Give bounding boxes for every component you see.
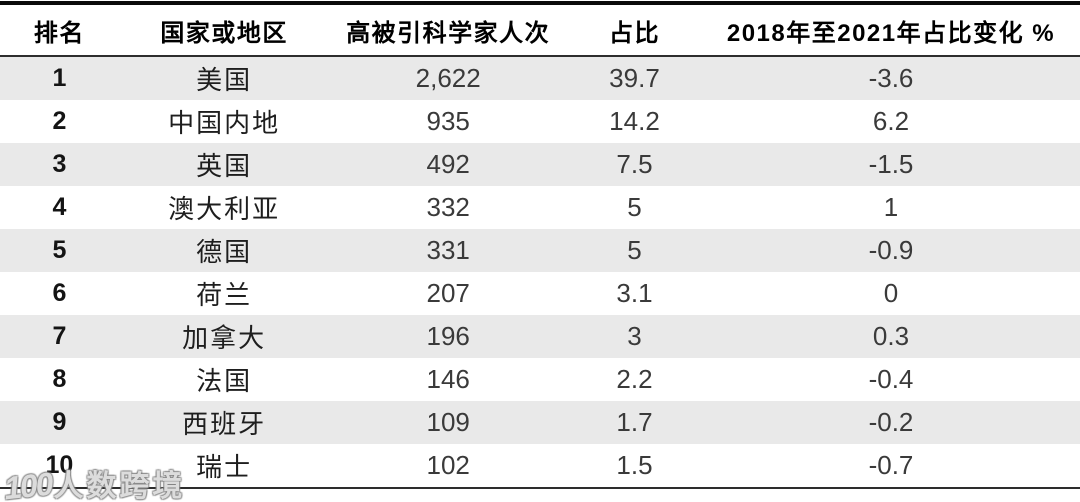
cell-rank: 6 [52,279,67,307]
cell-share: 14.2 [609,106,660,136]
cell-country: 德国 [196,237,253,267]
table-header: 排名 国家或地区 高被引科学家人次 占比 2018年至2021年占比变化 % [0,3,1080,57]
cell-share: 7.5 [616,149,653,179]
cell-count: 492 [426,149,470,179]
table-row: 6 荷兰 207 3.1 0 [0,272,1080,315]
cell-share: 5 [627,235,642,265]
cell-rank: 1 [52,64,67,92]
column-header-country: 国家或地区 [118,3,330,57]
cell-change: -0.7 [868,450,914,480]
table-row: 5 德国 331 5 -0.9 [0,229,1080,272]
cell-change: -3.6 [868,63,914,93]
table-row: 3 英国 492 7.5 -1.5 [0,143,1080,186]
cell-count: 332 [426,192,470,222]
cell-country: 美国 [196,65,253,95]
table-wrap: 排名 国家或地区 高被引科学家人次 占比 2018年至2021年占比变化 % 1… [0,1,1080,489]
cell-country: 中国内地 [168,108,281,138]
column-header-count: 高被引科学家人次 [329,3,567,57]
cell-rank: 3 [52,150,67,178]
cell-count: 109 [426,407,470,437]
cell-country: 西班牙 [182,409,267,439]
cell-count: 331 [426,235,470,265]
ranking-table: 排名 国家或地区 高被引科学家人次 占比 2018年至2021年占比变化 % 1… [0,1,1080,489]
table-row: 7 加拿大 196 3 0.3 [0,315,1080,358]
cell-rank: 8 [52,365,67,393]
cell-change: 6.2 [872,106,910,136]
cell-rank: 10 [45,451,74,479]
cell-change: -1.5 [868,149,914,179]
column-header-change: 2018年至2021年占比变化 % [701,3,1080,57]
cell-count: 2,622 [415,63,481,93]
cell-share: 3.1 [616,278,653,308]
cell-count: 935 [426,106,470,136]
cell-change: 0.3 [872,321,910,351]
table-row: 4 澳大利亚 332 5 1 [0,186,1080,229]
cell-change: 0 [883,278,899,308]
table-row: 1 美国 2,622 39.7 -3.6 [0,56,1080,100]
cell-share: 3 [627,321,642,351]
cell-rank: 4 [52,193,67,221]
header-row: 排名 国家或地区 高被引科学家人次 占比 2018年至2021年占比变化 % [0,3,1080,57]
cell-share: 39.7 [609,63,660,93]
column-header-share: 占比 [566,3,702,57]
cell-change: -0.4 [868,364,914,394]
cell-change: -0.9 [868,235,914,265]
table-row: 8 法国 146 2.2 -0.4 [0,358,1080,401]
cell-change: -0.2 [868,407,914,437]
cell-rank: 2 [52,107,67,135]
cell-count: 102 [426,450,470,480]
cell-count: 146 [426,364,470,394]
cell-country: 荷兰 [196,280,253,310]
cell-country: 法国 [196,366,253,396]
cell-country: 英国 [196,151,253,181]
cell-rank: 5 [52,236,67,264]
table-row: 10 瑞士 102 1.5 -0.7 [0,444,1080,488]
cell-country: 澳大利亚 [168,194,281,224]
cell-rank: 7 [52,322,67,350]
cell-share: 5 [627,192,642,222]
cell-change: 1 [883,192,899,222]
table-row: 9 西班牙 109 1.7 -0.2 [0,401,1080,444]
cell-count: 196 [426,321,470,351]
cell-share: 1.5 [616,450,653,480]
table-body: 1 美国 2,622 39.7 -3.6 2 中国内地 935 14.2 6.2 3 英国 492 7.5… [0,56,1080,488]
cell-share: 2.2 [616,364,653,394]
cell-count: 207 [426,278,470,308]
cell-share: 1.7 [616,407,653,437]
cell-country: 瑞士 [196,452,253,482]
cell-rank: 9 [52,408,67,436]
table-row: 2 中国内地 935 14.2 6.2 [0,100,1080,143]
cell-country: 加拿大 [182,323,267,353]
column-header-rank: 排名 [0,3,119,57]
